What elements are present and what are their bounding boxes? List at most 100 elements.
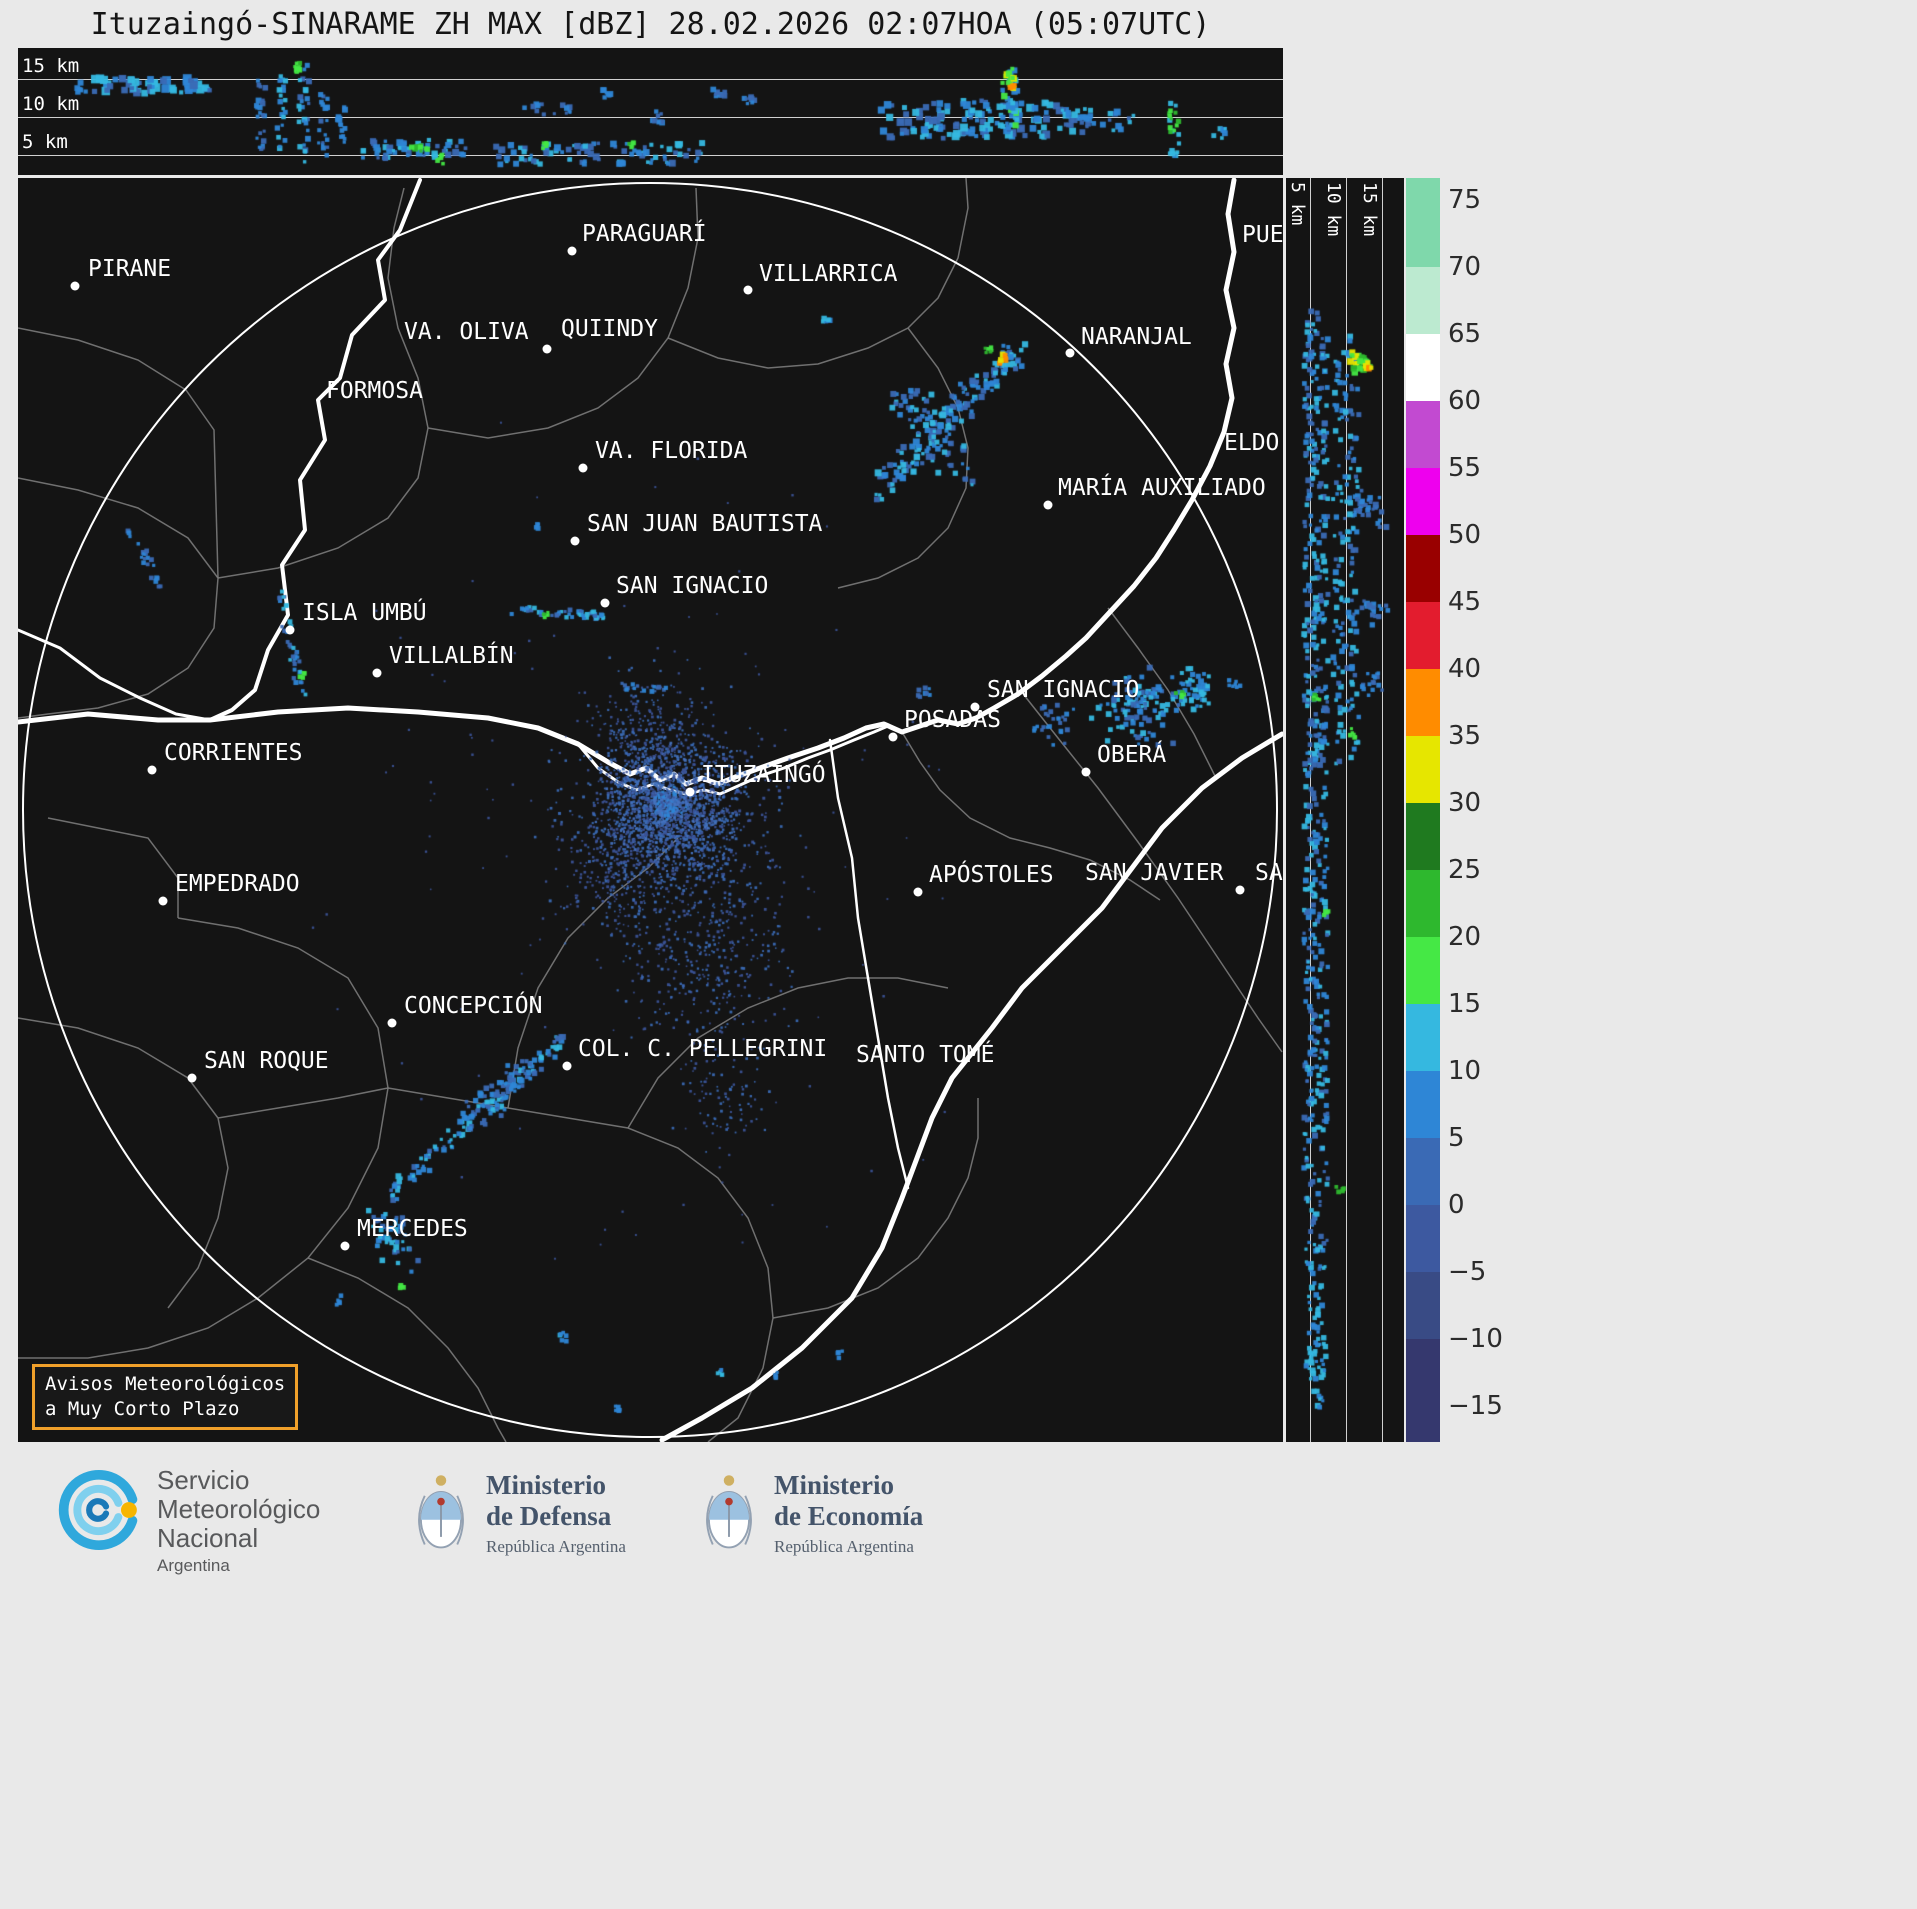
economia-title-2: de Economía (774, 1501, 924, 1531)
colorbar-tick-label: 40 (1448, 654, 1482, 684)
city-label-pirane: PIRANE (88, 256, 172, 282)
colorbar-tick-label: −10 (1448, 1324, 1503, 1354)
reflectivity-colorbar (1406, 178, 1440, 1442)
colorbar-segment (1406, 937, 1440, 1004)
colorbar-segment (1406, 1004, 1440, 1071)
defensa-title-2: de Defensa (486, 1501, 612, 1531)
city-marker-va-florida (578, 463, 588, 473)
colorbar-segment (1406, 1138, 1440, 1205)
colorbar-tick-label: 60 (1448, 386, 1482, 416)
colorbar-segment (1406, 669, 1440, 736)
ministry-economia-block: Ministerio de Economía República Argenti… (700, 1470, 923, 1557)
height-label: 15 km (1359, 182, 1380, 237)
colorbar-segment (1406, 267, 1440, 334)
city-label-posadas: POSADAS (904, 707, 1001, 733)
city-marker-ober- (1081, 767, 1091, 777)
city-label-sa: SA (1255, 860, 1283, 886)
city-marker-corrientes (147, 765, 157, 775)
top-cross-section-echoes (18, 48, 1283, 175)
colorbar-tick-label: 25 (1448, 855, 1482, 885)
right-cross-section-panel: 5 km 10 km 15 km (1286, 178, 1404, 1442)
city-label-santo-tom-: SANTO TOMÉ (856, 1042, 995, 1068)
city-label-quiindy: QUIINDY (561, 316, 658, 342)
defensa-subtitle: República Argentina (486, 1537, 626, 1556)
city-label-ap-stoles: APÓSTOLES (929, 862, 1054, 888)
city-label-col-c-pellegrini: COL. C. PELLEGRINI (578, 1036, 828, 1062)
city-marker-villarrica (743, 285, 753, 295)
city-marker-san-javier (1235, 885, 1245, 895)
colorbar-tick-label: 20 (1448, 922, 1482, 952)
city-label-pue: PUE (1242, 222, 1283, 248)
colorbar-tick-labels: 75 70 65 60 55 50 45 40 35 30 25 20 15 10 5 0 −5 −10 −15 (1448, 178, 1538, 1442)
colorbar-segment (1406, 1272, 1440, 1339)
colorbar-cap-bottom (1406, 1406, 1440, 1442)
city-label-naranjal: NARANJAL (1081, 324, 1192, 350)
height-label: 15 km (22, 55, 80, 77)
city-label-ober-: OBERÁ (1097, 742, 1167, 768)
smn-subtitle: Argentina (157, 1556, 230, 1575)
city-marker-concepci-n (387, 1018, 397, 1028)
smn-line-2: Meteorológico (157, 1494, 321, 1524)
city-label-mar-a-auxiliado: MARÍA AUXILIADO (1058, 475, 1266, 501)
top-cross-section-panel: 15 km 10 km 5 km (18, 48, 1283, 175)
colorbar-tick-label: 70 (1448, 252, 1482, 282)
city-marker-va-oliva (542, 344, 552, 354)
city-label-san-javier: SAN JAVIER (1085, 860, 1224, 886)
colorbar-segment (1406, 1205, 1440, 1272)
city-marker-mercedes (340, 1241, 350, 1251)
city-label-corrientes: CORRIENTES (164, 740, 303, 766)
city-label-san-juan-bautista: SAN JUAN BAUTISTA (587, 511, 823, 537)
height-label: 10 km (1323, 182, 1344, 237)
city-label-villarrica: VILLARRICA (759, 261, 898, 287)
colorbar-tick-label: 30 (1448, 788, 1482, 818)
colorbar-segment (1406, 803, 1440, 870)
colorbar-tick-label: 5 (1448, 1123, 1465, 1153)
city-label-san-ignacio: SAN IGNACIO (616, 573, 769, 599)
colorbar-tick-label: −15 (1448, 1391, 1503, 1421)
colorbar-segment (1406, 401, 1440, 468)
city-label-formosa: FORMOSA (326, 378, 423, 404)
warning-box: Avisos Meteorológicos a Muy Corto Plazo (32, 1364, 299, 1430)
city-marker-posadas (888, 732, 898, 742)
city-marker-san-juan-bautista (570, 536, 580, 546)
city-layer: PIRANE PARAGUARÍ VILLARRICA VA. OLIVA QUIIND… (18, 178, 1283, 1442)
city-marker-paraguar- (567, 246, 577, 256)
smn-text: Servicio Meteorológico Nacional Argentin… (157, 1466, 320, 1576)
city-marker-col-c-pellegrini (562, 1061, 572, 1071)
product-title: Ituzaingó-SINARAME ZH MAX [dBZ] 28.02.20… (90, 7, 1211, 42)
right-cross-section-echoes (1286, 178, 1404, 1442)
colorbar-tick-label: 15 (1448, 989, 1482, 1019)
city-marker-pirane (70, 281, 80, 291)
smn-logo-block: Servicio Meteorológico Nacional Argentin… (55, 1466, 320, 1576)
height-label: 10 km (22, 93, 80, 115)
colorbar-tick-label: −5 (1448, 1257, 1487, 1287)
city-label-paraguar-: PARAGUARÍ (582, 221, 707, 247)
ministry-defensa-text: Ministerio de Defensa República Argentin… (486, 1470, 626, 1557)
ministry-defensa-block: Ministerio de Defensa República Argentin… (412, 1470, 626, 1557)
colorbar-segment (1406, 736, 1440, 803)
colorbar-tick-label: 0 (1448, 1190, 1465, 1220)
map-panel: PIRANE PARAGUARÍ VILLARRICA VA. OLIVA QUIIND… (18, 178, 1283, 1442)
coat-of-arms-icon (706, 1475, 752, 1549)
smn-logo (58, 1469, 138, 1551)
city-marker-san-ignacio (600, 598, 610, 608)
city-label-empedrado: EMPEDRADO (175, 871, 300, 897)
colorbar-cap-top (1406, 178, 1440, 200)
smn-line-1: Servicio (157, 1465, 250, 1495)
height-label: 5 km (22, 131, 68, 153)
city-label-san-roque: SAN ROQUE (204, 1048, 329, 1074)
city-marker-empedrado (158, 896, 168, 906)
colorbar-segment (1406, 468, 1440, 535)
city-label-va-oliva: VA. OLIVA (404, 319, 529, 345)
height-label: 5 km (1287, 182, 1308, 226)
colorbar-segment (1406, 602, 1440, 669)
map-echoes (18, 178, 1283, 1442)
smn-line-3: Nacional (157, 1523, 259, 1553)
city-marker-san-roque (187, 1073, 197, 1083)
city-label-eldo: ELDO (1224, 430, 1280, 456)
colorbar-tick-label: 45 (1448, 587, 1482, 617)
defensa-title-1: Ministerio (486, 1470, 606, 1500)
colorbar-tick-label: 65 (1448, 319, 1482, 349)
colorbar-segment (1406, 1339, 1440, 1406)
